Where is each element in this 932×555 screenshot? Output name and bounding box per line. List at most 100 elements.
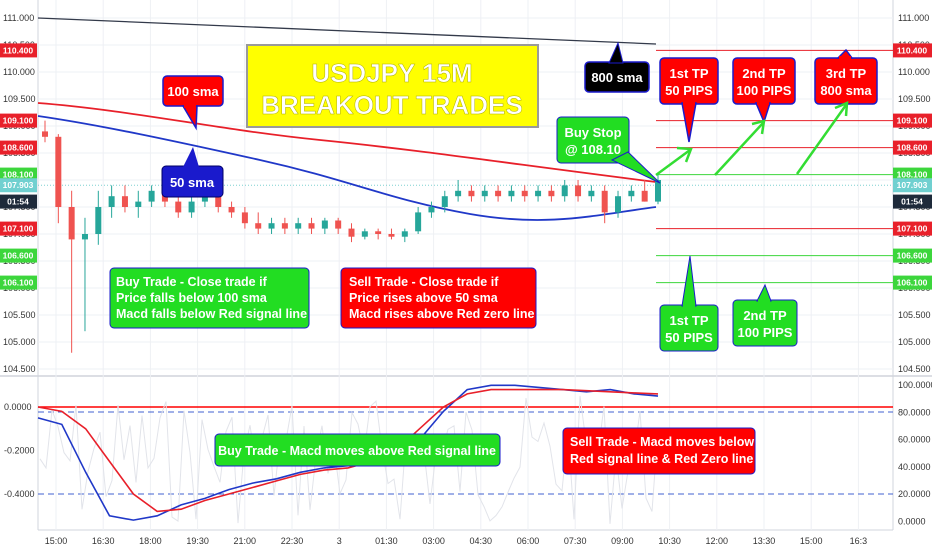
sell-rule-line-3: Macd rises above Red zero line <box>349 307 535 321</box>
price-tag-right <box>893 43 932 58</box>
candle-body <box>401 231 408 237</box>
time-tick-label: 19:30 <box>186 536 209 546</box>
time-tick-label: 09:00 <box>611 536 634 546</box>
price-tick-left: 104.500 <box>3 364 36 374</box>
callout-tp2-up[interactable]: 2nd TP 100 PIPS <box>732 57 796 125</box>
candle-body <box>335 220 342 229</box>
sma-100-line <box>37 102 657 183</box>
candle-body <box>361 231 368 237</box>
price-tag-right-label: 108.600 <box>897 143 928 153</box>
macd-tick-left: 0.0000 <box>4 402 32 412</box>
time-tick-label: 07:30 <box>564 536 587 546</box>
candle-body <box>641 190 648 202</box>
price-tick-left: 105.500 <box>3 310 36 320</box>
price-tag-right-label: 109.100 <box>897 116 928 126</box>
time-tick-label: 04:30 <box>470 536 493 546</box>
price-tag-right <box>893 194 932 209</box>
price-tag-right <box>893 167 932 182</box>
macd-buy-label: Buy Trade - Macd moves above Red signal … <box>218 444 496 458</box>
price-tick-left: 109.500 <box>3 94 36 104</box>
callout-100-sma[interactable]: 100 sma <box>162 75 224 131</box>
callout-100-sma-label: 100 sma <box>167 84 219 99</box>
macd-sell-box[interactable]: Sell Trade - Macd moves below Red signal… <box>562 427 756 475</box>
arrow-to-tp3 <box>795 104 848 175</box>
price-tag-right <box>893 113 932 128</box>
time-tick-label: 15:00 <box>45 536 68 546</box>
price-tag-right <box>893 178 932 193</box>
buy-stop-line-2: @ 108.10 <box>565 142 621 157</box>
macd-series-signal <box>37 388 659 513</box>
macd-tick-right: 60.0000 <box>898 435 931 445</box>
candle-body <box>55 136 62 207</box>
candle-body <box>415 212 422 232</box>
price-tag-right-label: 106.600 <box>897 251 928 261</box>
buy-rule-line-3: Macd falls below Red signal line <box>116 307 307 321</box>
arrow-head-tp1 <box>676 146 693 163</box>
candle-body <box>615 196 622 213</box>
callout-50-sma[interactable]: 50 sma <box>161 147 224 198</box>
macd-tick-right: 100.0000 <box>898 380 932 390</box>
price-tag-left <box>0 113 37 128</box>
candle-body <box>295 223 302 229</box>
time-tick-label: 12:00 <box>706 536 729 546</box>
price-tick-right: 111.000 <box>898 13 929 23</box>
tp2-up-line-1: 2nd TP <box>742 66 786 81</box>
time-tick-label: 03:00 <box>422 536 445 546</box>
sell-rule-box[interactable]: Sell Trade - Close trade if Price rises … <box>340 267 537 329</box>
callout-tp1-down[interactable]: 1st TP 50 PIPS <box>659 255 719 352</box>
sma-800-line <box>37 17 657 45</box>
time-tick-label: 18:00 <box>139 536 162 546</box>
callout-50-sma-label: 50 sma <box>170 175 215 190</box>
macd-buy-box[interactable]: Buy Trade - Macd moves above Red signal … <box>214 433 501 467</box>
price-tag-left-label: 107.100 <box>3 224 34 234</box>
tp1-down-line-1: 1st TP <box>669 313 708 328</box>
callout-tp2-down[interactable]: 2nd TP 100 PIPS <box>732 283 798 347</box>
candle-body <box>281 223 288 229</box>
tp2-down-line-1: 2nd TP <box>743 308 787 323</box>
title-line-1: USDJPY 15M <box>311 58 472 88</box>
price-tag-right-label: 110.400 <box>897 45 928 55</box>
candle-body <box>108 196 115 207</box>
candle-body <box>321 220 328 229</box>
callout-800-sma[interactable]: 800 sma <box>584 41 650 93</box>
price-tag-right-label: 107.100 <box>897 224 928 234</box>
buy-rule-box[interactable]: Buy Trade - Close trade if Price falls b… <box>109 267 310 329</box>
price-tag-right-label: 106.100 <box>897 278 928 288</box>
time-tick-label: 13:30 <box>753 536 776 546</box>
price-tag-right <box>893 275 932 290</box>
callout-buy-stop[interactable]: Buy Stop @ 108.10 <box>556 116 661 184</box>
price-tag-left-label: 109.100 <box>3 116 34 126</box>
price-tag-left <box>0 178 37 193</box>
time-tick-label: 22:30 <box>281 536 304 546</box>
callout-tp1-up[interactable]: 1st TP 50 PIPS <box>659 57 719 143</box>
time-tick-label: 01:30 <box>375 536 398 546</box>
candle-body <box>601 190 608 213</box>
candle-body <box>548 190 555 197</box>
candle-body <box>575 185 582 197</box>
candle-body <box>388 234 395 237</box>
time-tick-label: 15:00 <box>800 536 823 546</box>
price-tick-left: 111.000 <box>3 13 34 23</box>
arrow-head-tp3 <box>834 101 849 117</box>
candle-body <box>268 223 275 229</box>
candles <box>42 120 661 353</box>
candle-body <box>655 180 661 202</box>
tp3-up-line-2: 800 sma <box>820 83 872 98</box>
callout-tp3-up[interactable]: 3rd TP 800 sma <box>814 48 878 105</box>
candle-body <box>508 190 515 197</box>
price-tag-left-label: 106.600 <box>3 251 34 261</box>
macd-sell-line-2: Red signal line & Red Zero line <box>570 452 753 466</box>
candle-body <box>215 196 222 207</box>
candle-body <box>175 201 182 213</box>
price-tick-right: 109.500 <box>898 94 931 104</box>
price-tag-right <box>893 140 932 155</box>
candle-body <box>188 201 195 213</box>
candle-body <box>521 190 528 197</box>
price-tag-left <box>0 221 37 236</box>
price-tag-right <box>893 221 932 236</box>
macd-tick-right: 80.0000 <box>898 407 931 417</box>
sell-rule-line-2: Price rises above 50 sma <box>349 291 499 305</box>
tp1-up-line-1: 1st TP <box>669 66 708 81</box>
